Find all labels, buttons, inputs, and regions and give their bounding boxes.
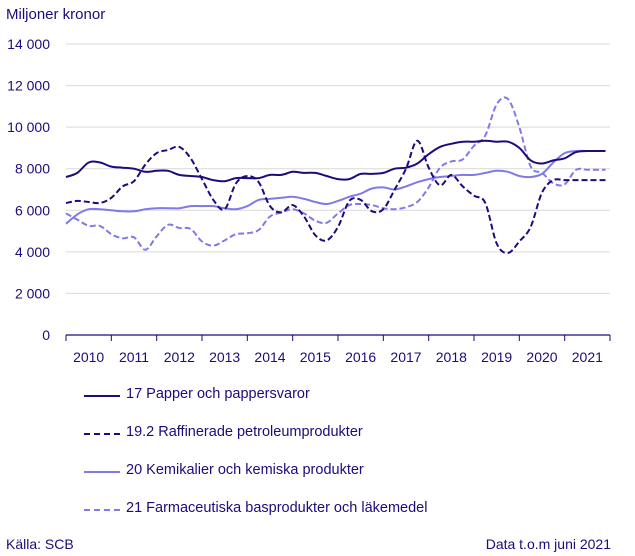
series-lines: [65, 96, 606, 254]
x-tick-label: 2015: [300, 349, 331, 365]
x-tick-label: 2016: [345, 349, 376, 365]
x-tick-label: 2010: [73, 349, 104, 365]
y-tick-label: 6 000: [15, 202, 50, 218]
series-line-1: [65, 139, 606, 183]
y-tick-label: 4 000: [15, 244, 50, 260]
y-tick-label: 10 000: [7, 119, 50, 135]
legend-item-17: 17 Papper och pappersvaror: [84, 384, 544, 422]
data-note: Data t.o.m juni 2021: [485, 536, 611, 552]
legend-swatch-21: [84, 509, 120, 511]
legend-label-19-2: 19.2 Raffinerade petroleumprodukter: [126, 424, 363, 440]
legend-swatch-19-2: [84, 433, 120, 435]
x-axis: 2010 2011 2012 2013 2014 2015 2016 2017 2018 2019…: [65, 334, 611, 365]
series-line-4: [65, 96, 606, 251]
x-tick-label: 2014: [254, 349, 285, 365]
legend-swatch-20: [84, 471, 120, 473]
y-tick-label: 2 000: [15, 285, 50, 301]
x-tick-label: 2021: [572, 349, 603, 365]
series-line-3: [65, 149, 606, 225]
gridlines: [66, 43, 610, 294]
y-tick-label: 14 000: [7, 36, 50, 52]
x-tick-label: 2012: [164, 349, 195, 365]
legend-item-19-2: 19.2 Raffinerade petroleumprodukter: [84, 422, 544, 460]
x-tick-label: 2020: [526, 349, 557, 365]
legend-swatch-17: [84, 395, 120, 397]
legend-label-17: 17 Papper och pappersvaror: [126, 386, 310, 402]
legend-label-20: 20 Kemikalier och kemiska produkter: [126, 462, 364, 478]
y-tick-label: 8 000: [15, 161, 50, 177]
y-tick-label: 0: [42, 327, 50, 343]
legend-item-20: 20 Kemikalier och kemiska produkter: [84, 460, 544, 498]
x-tick-label: 2013: [209, 349, 240, 365]
y-tick-label: 12 000: [7, 78, 50, 94]
legend-label-21: 21 Farmaceutiska basprodukter och läkeme…: [126, 500, 428, 516]
series-line-2: [65, 139, 606, 254]
legend-item-21: 21 Farmaceutiska basprodukter och läkeme…: [84, 498, 544, 536]
x-tick-label: 2019: [481, 349, 512, 365]
x-tick-label: 2011: [119, 349, 149, 365]
x-tick-label: 2017: [390, 349, 421, 365]
y-axis-unit-label: Miljoner kronor: [6, 6, 106, 23]
legend: 17 Papper och pappersvaror 19.2 Raffiner…: [84, 384, 544, 536]
source-note: Källa: SCB: [6, 536, 74, 552]
x-tick-label: 2018: [436, 349, 467, 365]
y-axis-ticks: 0 2 000 4 000 6 000 8 000 10 000 12 000 14 000: [7, 36, 50, 343]
